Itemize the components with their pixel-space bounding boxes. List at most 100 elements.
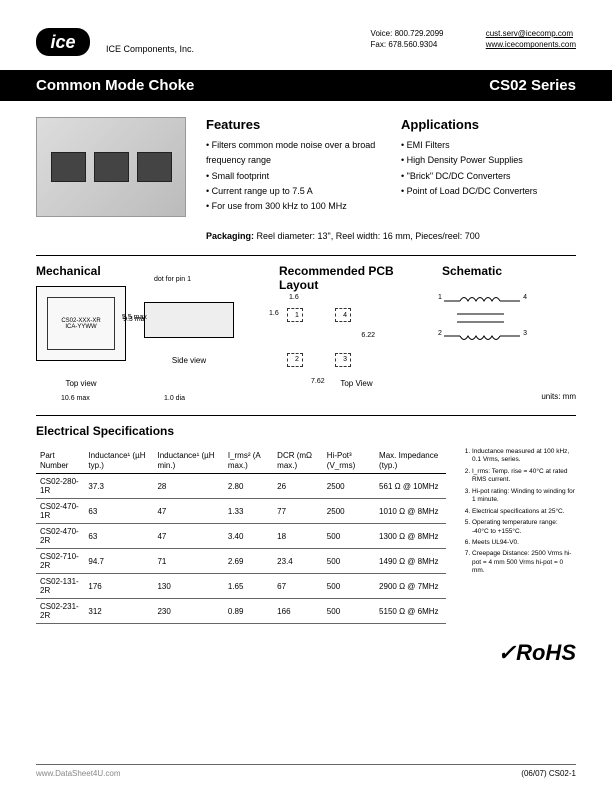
pcb-dim: 1.6	[289, 294, 299, 301]
dim-pin: 1.0 dia	[164, 395, 185, 402]
note-item: Inductance measured at 100 kHz, 0.1 Vrms…	[472, 448, 575, 465]
footer-watermark: www.DataSheet4U.com	[36, 769, 120, 778]
contact-block: Voice: 800.729.2099 Fax: 678.560.9304 cu…	[371, 28, 576, 50]
voice: Voice: 800.729.2099	[371, 28, 444, 39]
table-cell: 2.80	[224, 474, 273, 499]
table-header: I_rms² (A max.)	[224, 448, 273, 474]
table-cell: 77	[273, 499, 323, 524]
email-link[interactable]: cust.serv@icecomp.com	[486, 29, 573, 38]
title-left: Common Mode Choke	[36, 77, 194, 94]
mechanical-section: Mechanical CS02-XXX-XR ICA-YYWW 9.3 max …	[36, 264, 271, 388]
feature-item: Filters common mode noise over a broad f…	[206, 138, 381, 169]
table-cell: CS02-131-2R	[36, 574, 84, 599]
title-bar: Common Mode Choke CS02 Series	[0, 70, 612, 101]
product-photo	[36, 117, 186, 217]
note-item: Meets UL94-V0.	[472, 539, 575, 547]
table-header: DCR (mΩ max.)	[273, 448, 323, 474]
schem-pin: 1	[438, 294, 442, 301]
table-cell: CS02-231-2R	[36, 599, 84, 624]
fax: Fax: 678.560.9304	[371, 39, 444, 50]
note-item: Hi-pot rating: Winding to winding for 1 …	[472, 488, 575, 505]
table-cell: 561 Ω @ 10MHz	[375, 474, 446, 499]
features: Features Filters common mode noise over …	[206, 117, 381, 217]
feature-item: Current range up to 7.5 A	[206, 184, 381, 199]
table-cell: 130	[153, 574, 223, 599]
applications: Applications EMI Filters High Density Po…	[401, 117, 576, 217]
electrical-heading: Electrical Specifications	[36, 424, 576, 438]
date-label: ICA-YYWW	[65, 324, 96, 330]
diagrams-row: Mechanical CS02-XXX-XR ICA-YYWW 9.3 max …	[36, 264, 576, 388]
mech-top-view: CS02-XXX-XR ICA-YYWW	[36, 286, 126, 361]
schematic-diagram: 1 4 2 3	[442, 286, 527, 361]
table-cell: 5150 Ω @ 6MHz	[375, 599, 446, 624]
note-item: Operating temperature range: -40°C to +1…	[472, 519, 575, 536]
table-cell: 23.4	[273, 549, 323, 574]
table-cell: 500	[323, 524, 375, 549]
pin-2: 2	[295, 356, 299, 363]
table-cell: 94.7	[84, 549, 153, 574]
table-cell: 63	[84, 499, 153, 524]
footer-right: (06/07) CS02-1	[521, 769, 576, 778]
app-item: Point of Load DC/DC Converters	[401, 184, 576, 199]
app-item: EMI Filters	[401, 138, 576, 153]
table-cell: 1.33	[224, 499, 273, 524]
pcb-layout: 1.6 1.6 1 4 2 3 6.22 7.62	[279, 300, 369, 375]
schematic-section: Schematic 1 4 2 3	[442, 264, 562, 388]
features-list: Filters common mode noise over a broad f…	[206, 138, 381, 214]
table-row: CS02-131-2R1761301.65675002900 Ω @ 7MHz	[36, 574, 446, 599]
pcb-heading: Recommended PCB Layout	[279, 264, 434, 292]
packaging: Packaging: Reel diameter: 13", Reel widt…	[206, 231, 576, 241]
table-cell: 63	[84, 524, 153, 549]
top-view-caption: Top view	[36, 379, 126, 388]
feature-item: Small footprint	[206, 169, 381, 184]
separator	[36, 255, 576, 256]
table-cell: 47	[153, 524, 223, 549]
pcb-dim: 6.22	[361, 332, 375, 339]
intro-section: Features Filters common mode noise over …	[36, 117, 576, 217]
table-row: CS02-470-1R63471.337725001010 Ω @ 8MHz	[36, 499, 446, 524]
app-item: "Brick" DC/DC Converters	[401, 169, 576, 184]
table-cell: 37.3	[84, 474, 153, 499]
pcb-dim: 7.62	[311, 378, 325, 385]
table-cell: 500	[323, 549, 375, 574]
title-right: CS02 Series	[489, 77, 576, 94]
pin-4: 4	[343, 312, 347, 319]
table-cell: 3.40	[224, 524, 273, 549]
units-label: units: mm	[36, 392, 576, 401]
table-cell: 28	[153, 474, 223, 499]
web-link[interactable]: www.icecomponents.com	[486, 40, 576, 49]
schem-pin: 2	[438, 330, 442, 337]
table-header: Inductance¹ (µH min.)	[153, 448, 223, 474]
feature-item: For use from 300 kHz to 100 MHz	[206, 199, 381, 214]
table-cell: 26	[273, 474, 323, 499]
table-cell: CS02-710-2R	[36, 549, 84, 574]
mech-side-view	[144, 302, 234, 338]
notes: Inductance measured at 100 kHz, 0.1 Vrms…	[460, 448, 575, 624]
table-cell: 18	[273, 524, 323, 549]
company-name: ICE Components, Inc.	[106, 44, 194, 54]
table-cell: 1.65	[224, 574, 273, 599]
table-cell: CS02-280-1R	[36, 474, 84, 499]
table-cell: 166	[273, 599, 323, 624]
table-cell: 47	[153, 499, 223, 524]
table-cell: 500	[323, 574, 375, 599]
schem-pin: 3	[523, 330, 527, 337]
pin-3: 3	[343, 356, 347, 363]
dim-width: 10.6 max	[61, 395, 90, 402]
pcb-section: Recommended PCB Layout 1.6 1.6 1 4 2 3 6…	[279, 264, 434, 388]
schem-pin: 4	[523, 294, 527, 301]
dim-side-height: 5.5 max	[122, 314, 147, 321]
table-header: Hi-Pot³ (V_rms)	[323, 448, 375, 474]
spec-table: Part NumberInductance¹ (µH typ.)Inductan…	[36, 448, 446, 624]
side-view-caption: Side view	[144, 356, 234, 365]
table-cell: CS02-470-2R	[36, 524, 84, 549]
pcb-caption: Top View	[279, 379, 434, 388]
table-cell: 230	[153, 599, 223, 624]
table-header: Part Number	[36, 448, 84, 474]
note-item: Creepage Distance: 2500 Vrms hi-pot = 4 …	[472, 550, 575, 575]
features-heading: Features	[206, 117, 381, 132]
table-cell: 2500	[323, 499, 375, 524]
app-item: High Density Power Supplies	[401, 153, 576, 168]
table-row: CS02-710-2R94.7712.6923.45001490 Ω @ 8MH…	[36, 549, 446, 574]
table-header: Max. Impedance (typ.)	[375, 448, 446, 474]
